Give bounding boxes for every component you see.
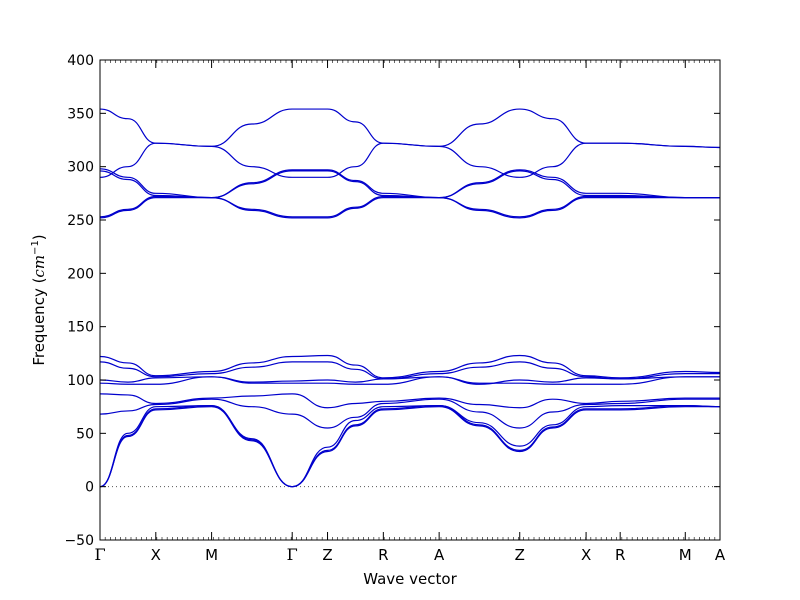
kpath-label: Z (322, 546, 332, 564)
y-tick-label: 50 (76, 426, 94, 442)
y-tick-label: 300 (67, 160, 94, 176)
band-line-14 (99, 404, 721, 488)
band-line-10 (99, 376, 720, 385)
kpath-label: X (151, 546, 161, 564)
y-tick-label: 200 (67, 266, 94, 282)
kpath-label: Γ (94, 545, 105, 564)
series-group (99, 108, 721, 488)
band-line-12 (99, 398, 720, 429)
y-tick-label: −50 (64, 533, 94, 549)
band-line-7 (99, 354, 721, 379)
y-tick-label: 0 (85, 480, 94, 496)
y-axis-unit-exponent: −1 (30, 240, 41, 255)
band-line-6 (99, 196, 720, 219)
y-tick-label: 150 (67, 320, 94, 336)
plot-frame (99, 59, 721, 541)
y-tick-label: 100 (67, 373, 94, 389)
kpath-label: X (581, 546, 591, 564)
y-axis-label: Frequency (cm−1) (30, 234, 48, 365)
kpath-label: Γ (287, 545, 298, 564)
y-axis-label-text: Frequency (30, 288, 48, 366)
y-tick-label: 250 (67, 213, 94, 229)
band-line-15 (99, 406, 720, 488)
kpath-label: A (434, 546, 445, 564)
y-tick-label: 400 (67, 53, 94, 69)
band-line-13 (99, 404, 721, 488)
y-ticks: −50 0 50 100 150 200 250 300 350 400 (64, 53, 720, 549)
kpath-label: Z (515, 546, 525, 564)
band-line-9 (99, 376, 720, 385)
band-line-11 (99, 393, 720, 409)
kpath-label: M (679, 546, 692, 564)
y-axis-unit: cm (30, 255, 48, 278)
kpath-label: M (205, 546, 218, 564)
x-axis-label: Wave vector (363, 570, 457, 588)
kpath-label: A (715, 546, 726, 564)
kpath-label: R (615, 546, 625, 564)
y-tick-label: 350 (67, 106, 94, 122)
kpath-label: R (378, 546, 388, 564)
band-line-2 (99, 142, 721, 178)
